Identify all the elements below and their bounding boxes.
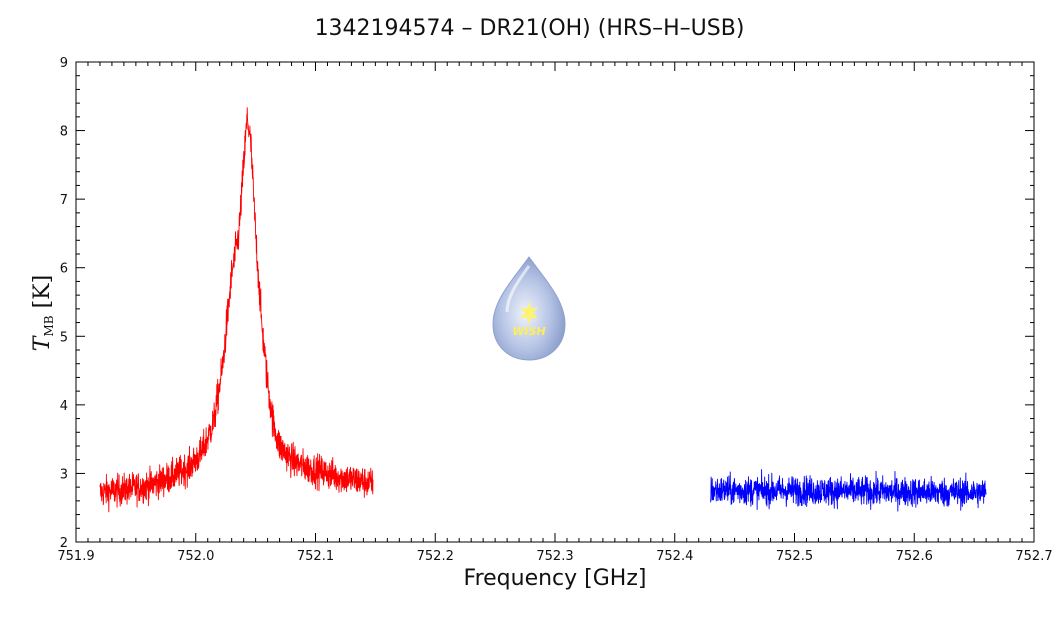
y-axis-label: TMB [K] xyxy=(30,268,56,358)
x-tick-label: 752.7 xyxy=(1015,549,1052,564)
y-axis-symbol: T xyxy=(30,336,55,352)
wish-logo: WISH xyxy=(492,256,566,361)
y-tick-label: 5 xyxy=(60,330,68,345)
wish-logo-text: WISH xyxy=(512,325,545,338)
x-axis-label: Frequency [GHz] xyxy=(463,566,647,591)
y-tick-label: 8 xyxy=(60,125,68,140)
y-tick-label: 3 xyxy=(60,467,68,482)
y-axis-subscript: MB xyxy=(42,315,56,337)
y-tick-label: 4 xyxy=(60,399,68,414)
x-tick-label: 752.4 xyxy=(656,549,693,564)
drop-highlight xyxy=(505,265,531,313)
spectrum-series-1 xyxy=(99,107,374,513)
x-tick-label: 752.1 xyxy=(297,549,334,564)
y-tick-label: 7 xyxy=(60,193,68,208)
x-tick-label: 752.6 xyxy=(896,549,933,564)
x-tick-label: 752.5 xyxy=(776,549,813,564)
x-tick-label: 751.9 xyxy=(57,549,94,564)
star-icon xyxy=(520,301,538,325)
y-tick-label: 9 xyxy=(60,56,68,71)
y-tick-label: 6 xyxy=(60,262,68,277)
spectrum-series-2 xyxy=(710,469,987,512)
x-tick-label: 752.0 xyxy=(177,549,214,564)
x-tick-label: 752.2 xyxy=(417,549,454,564)
chart-title: 1342194574 – DR21(OH) (HRS–H–USB) xyxy=(314,16,745,41)
y-tick-label: 2 xyxy=(60,536,68,551)
y-axis-unit: [K] xyxy=(30,274,55,309)
x-tick-label: 752.3 xyxy=(536,549,573,564)
